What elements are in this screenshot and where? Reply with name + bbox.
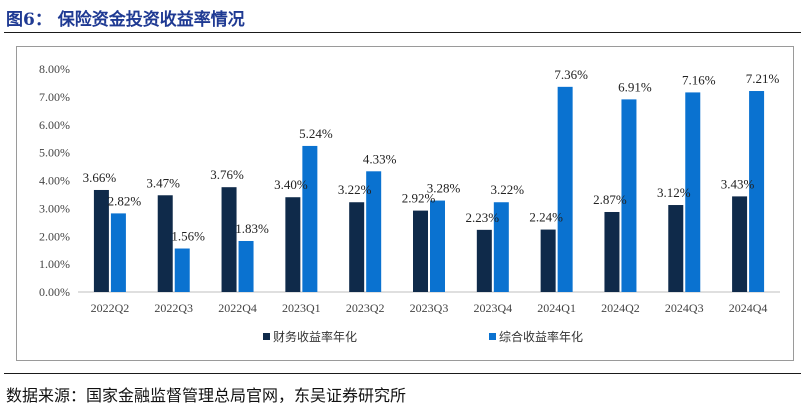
x-axis: 2022Q2 2022Q3 2022Q4 2023Q1 2023Q2 2023Q3 2023… — [78, 291, 780, 315]
y-tick-label: 8.00% — [39, 62, 70, 76]
bar-financial — [540, 229, 556, 292]
data-label: 2.24% — [529, 210, 563, 225]
x-tick-label: 2023Q4 — [473, 301, 512, 315]
data-label: 3.12% — [657, 185, 691, 200]
data-label: 3.43% — [721, 176, 755, 191]
bar-comprehensive — [238, 240, 254, 292]
bar-financial — [604, 211, 620, 292]
data-label: 3.66% — [83, 170, 117, 185]
data-label: 3.76% — [210, 167, 244, 182]
bar-financial — [221, 187, 237, 292]
legend-swatch — [263, 333, 270, 340]
x-tick-label: 2024Q1 — [537, 301, 576, 315]
y-tick-label: 7.00% — [39, 90, 70, 104]
bar-comprehensive — [621, 99, 637, 292]
x-tick-label: 2022Q4 — [218, 301, 257, 315]
data-label: 1.83% — [235, 221, 269, 236]
bar-series — [93, 86, 765, 292]
data-label: 3.22% — [338, 182, 372, 197]
x-tick-label: 2024Q4 — [729, 301, 768, 315]
y-tick-label: 5.00% — [39, 146, 70, 160]
data-label: 3.22% — [491, 182, 525, 197]
title-rule — [4, 32, 801, 33]
x-tick-label: 2023Q2 — [346, 301, 385, 315]
x-tick-label: 2023Q3 — [410, 301, 449, 315]
x-tick-label: 2022Q3 — [154, 301, 193, 315]
bar-financial — [668, 205, 684, 292]
bar-financial — [476, 229, 492, 292]
y-axis: 0.00% 1.00% 2.00% 3.00% 4.00% 5.00% 6.00% 7.00%… — [39, 62, 70, 299]
bar-comprehensive — [302, 145, 318, 292]
bar-comprehensive — [493, 202, 509, 292]
bar-comprehensive — [685, 92, 701, 292]
data-label: 2.92% — [402, 191, 436, 206]
x-tick-label: 2023Q1 — [282, 301, 321, 315]
bar-comprehensive — [749, 91, 765, 292]
data-label: 3.28% — [427, 181, 461, 196]
bar-comprehensive — [366, 171, 382, 292]
data-label: 5.24% — [299, 126, 333, 141]
y-tick-label: 3.00% — [39, 201, 70, 215]
legend-swatch — [489, 333, 496, 340]
bar-financial — [285, 197, 301, 292]
data-label: 1.56% — [171, 229, 205, 244]
data-labels: 3.66% 2.82% 3.47% 1.56% 3.76% 1.83% 3.40% 5.24%… — [83, 67, 780, 244]
x-tick-label: 2024Q2 — [601, 301, 640, 315]
bar-comprehensive — [557, 86, 573, 292]
data-label: 4.33% — [363, 151, 397, 166]
bar-comprehensive — [110, 213, 126, 292]
data-label: 7.16% — [682, 72, 716, 87]
y-tick-label: 2.00% — [39, 229, 70, 243]
source-rule — [4, 373, 801, 374]
bar-financial — [732, 196, 748, 292]
bar-comprehensive — [174, 248, 190, 292]
y-tick-label: 0.00% — [39, 285, 70, 299]
chart-frame: 0.00% 1.00% 2.00% 3.00% 4.00% 5.00% 6.00% 7.00%… — [16, 46, 794, 361]
legend-label: 财务收益率年化 — [273, 329, 357, 344]
bar-comprehensive — [430, 200, 445, 292]
data-label: 2.82% — [108, 193, 142, 208]
x-tick-label: 2024Q3 — [665, 301, 704, 315]
x-tick-label: 2022Q2 — [91, 301, 130, 315]
y-tick-label: 6.00% — [39, 118, 70, 132]
data-label: 3.47% — [146, 175, 180, 190]
legend: 财务收益率年化 综合收益率年化 — [263, 329, 583, 344]
bar-financial — [349, 202, 365, 292]
bar-financial — [157, 195, 173, 292]
data-label: 3.40% — [274, 177, 308, 192]
y-tick-label: 4.00% — [39, 174, 70, 188]
y-tick-label: 1.00% — [39, 257, 70, 271]
bar-financial — [93, 189, 109, 292]
data-label: 2.87% — [593, 192, 627, 207]
figure-title: 图6： 保险资金投资收益率情况 — [6, 10, 245, 30]
source-note: 数据来源：国家金融监督管理总局官网，东吴证券研究所 — [6, 386, 407, 405]
data-label: 7.21% — [746, 71, 780, 86]
data-label: 2.23% — [466, 210, 500, 225]
bar-financial — [413, 210, 428, 292]
data-label: 6.91% — [618, 79, 652, 94]
legend-label: 综合收益率年化 — [499, 329, 583, 344]
data-label: 7.36% — [554, 67, 588, 82]
bar-chart: 0.00% 1.00% 2.00% 3.00% 4.00% 5.00% 6.00% 7.00%… — [39, 62, 780, 344]
